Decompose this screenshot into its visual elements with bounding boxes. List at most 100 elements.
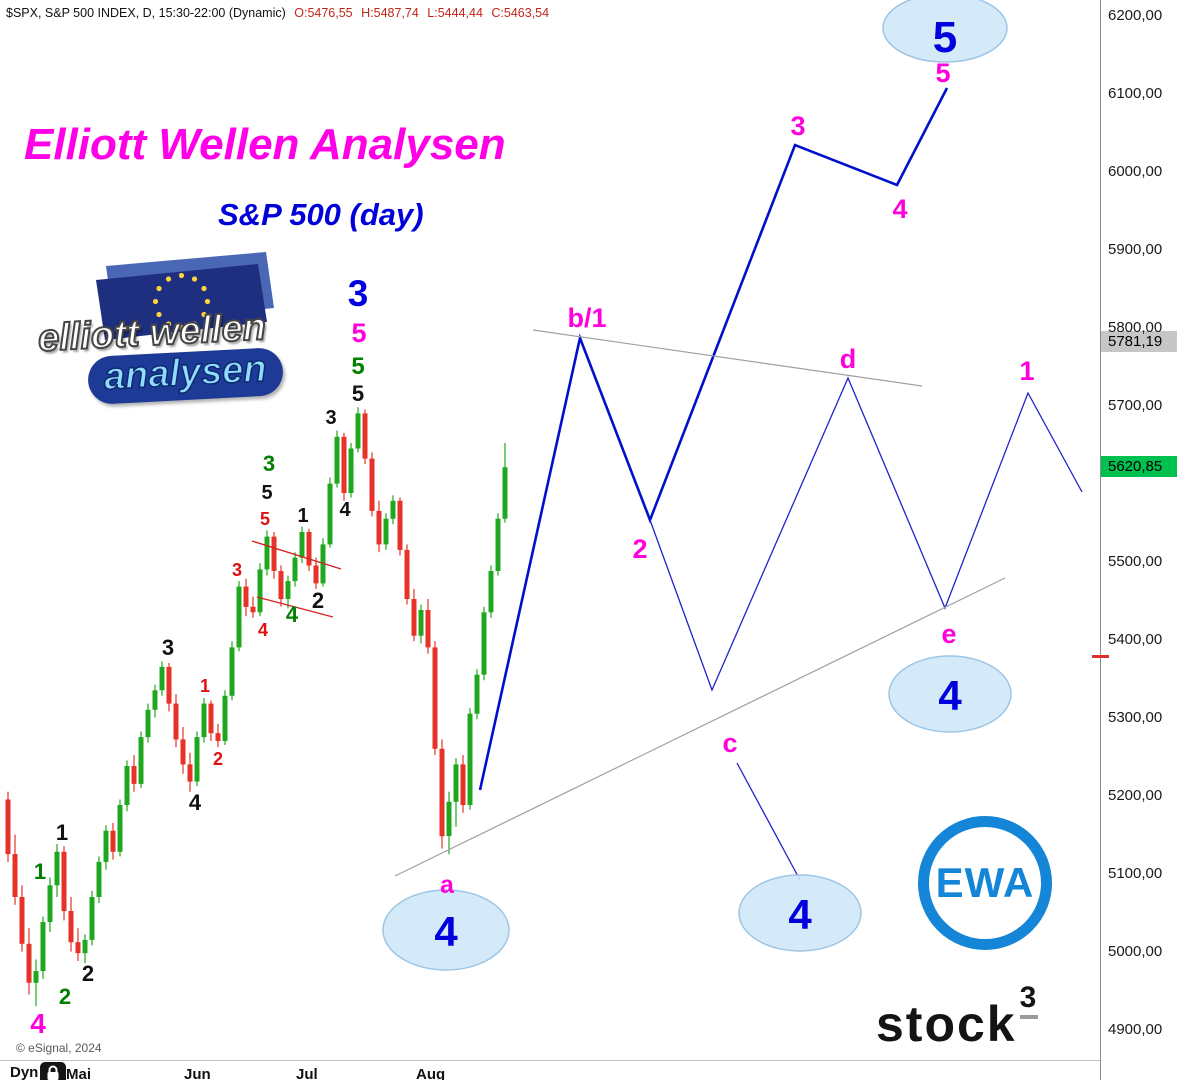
wave-label: 3 xyxy=(325,407,336,429)
candle-body xyxy=(341,436,347,493)
lock-glyph xyxy=(47,1065,59,1080)
candle-body xyxy=(453,764,459,802)
wave-target-label: 4 xyxy=(938,672,962,719)
dyn-scale-toggle[interactable]: Dyn xyxy=(10,1064,39,1080)
stock3-superscript: 3 xyxy=(1019,981,1039,1020)
price-marker-level: 5781,19 xyxy=(1101,331,1177,353)
red-channel-line-b xyxy=(256,596,334,618)
wave-label: 2 xyxy=(312,588,324,613)
candle-body xyxy=(278,571,284,600)
candle-body xyxy=(103,830,109,862)
wave-label: 1 xyxy=(34,859,46,884)
close-value: C:5463,54 xyxy=(491,6,550,20)
candle-body xyxy=(271,536,277,571)
candle-body xyxy=(446,801,452,837)
wave-label: 2 xyxy=(59,984,71,1009)
upper-gray-trendline xyxy=(532,329,923,387)
candle-body xyxy=(292,557,298,582)
wave-label: 1 xyxy=(200,676,210,696)
wave-label: 5 xyxy=(935,58,950,88)
candle-body xyxy=(159,666,165,691)
axis-red-mark xyxy=(1092,654,1109,658)
wave-label: 3 xyxy=(263,451,275,476)
candle-body xyxy=(187,764,193,782)
candle-body xyxy=(243,586,249,607)
candle-body xyxy=(229,647,235,696)
candle-body xyxy=(376,510,382,545)
candle-body xyxy=(61,851,67,912)
candle-body xyxy=(180,739,186,765)
candle-body xyxy=(40,922,46,972)
candle-body xyxy=(488,571,494,613)
wave-label: 5 xyxy=(261,482,272,504)
price-tick-label: 5400,00 xyxy=(1108,630,1163,648)
candle-body xyxy=(201,703,207,738)
price-axis[interactable]: 5781,19 5620,85 6200,00 6100,00 6000,00 590… xyxy=(1092,0,1177,1080)
wave-target-label: 4 xyxy=(434,908,458,955)
chart-subtitle: S&P 500 (day) xyxy=(218,197,424,232)
candle-body xyxy=(411,599,417,636)
candle-body xyxy=(5,799,11,855)
candle-body xyxy=(467,713,473,805)
time-axis-label: Jun xyxy=(184,1066,211,1080)
high-value: H:5487,74 xyxy=(361,6,419,20)
time-axis[interactable]: Mai Jun Jul Aug xyxy=(0,1060,1100,1080)
lock-icon[interactable] xyxy=(40,1062,66,1080)
candle-body xyxy=(460,764,466,805)
wave-target-ellipse xyxy=(882,0,1008,63)
time-axis-label: Jul xyxy=(296,1066,318,1080)
wave-label: b/1 xyxy=(567,303,606,333)
symbol-titlebar: $SPX, S&P 500 INDEX, D, 15:30-22:00 (Dyn… xyxy=(6,6,549,20)
wave-label: 4 xyxy=(30,1008,46,1039)
price-tick-label: 6200,00 xyxy=(1108,6,1163,24)
candle-body xyxy=(439,748,445,837)
candle-body xyxy=(327,483,333,545)
wave-label: 1 xyxy=(56,820,68,845)
projection-c-line xyxy=(736,762,801,881)
candle-body xyxy=(124,766,130,805)
wave-label: a xyxy=(440,871,455,899)
price-tick-label: 5000,00 xyxy=(1108,942,1163,960)
candle-body xyxy=(390,500,396,519)
stock3-logo: stock 3 xyxy=(876,981,1039,1053)
candle-body xyxy=(264,536,270,570)
candle-body xyxy=(138,737,144,784)
wave-label: 4 xyxy=(339,499,351,521)
price-tick-label: 6100,00 xyxy=(1108,84,1163,102)
symbol-title: $SPX, S&P 500 INDEX, D, 15:30-22:00 (Dyn… xyxy=(6,6,286,20)
page-title: Elliott Wellen Analysen xyxy=(24,120,506,169)
candle-body xyxy=(166,666,172,704)
candle-body xyxy=(19,897,25,944)
open-value: O:5476,55 xyxy=(294,6,353,20)
stock3-text: stock xyxy=(876,996,1017,1052)
candle-body xyxy=(173,703,179,740)
candle-body xyxy=(299,532,305,558)
candle-body xyxy=(68,911,74,943)
candle-body xyxy=(306,532,312,566)
time-axis-label: Aug xyxy=(416,1066,446,1080)
price-tick-label: 5100,00 xyxy=(1108,864,1163,882)
wave-label: 2 xyxy=(632,534,647,564)
candle-body xyxy=(432,647,438,749)
candle-body xyxy=(474,674,480,714)
price-tick-label: 5700,00 xyxy=(1108,396,1163,414)
wave-target-ellipse xyxy=(382,889,510,971)
candle-body xyxy=(131,766,137,784)
candle-body xyxy=(47,885,53,922)
candle-body xyxy=(369,458,375,511)
candle-body xyxy=(257,569,263,613)
price-tick-label: 5200,00 xyxy=(1108,786,1163,804)
projection-alt-line xyxy=(649,376,1083,692)
ewa-watermark-text: EWA xyxy=(935,859,1035,906)
candle-body xyxy=(481,612,487,675)
candle-body xyxy=(236,586,242,648)
candle-body xyxy=(82,939,88,954)
wave-label: 1 xyxy=(1019,356,1034,386)
candle-body xyxy=(383,518,389,545)
candle-body xyxy=(418,610,424,636)
candle-body xyxy=(33,971,39,983)
red-channel-line-a xyxy=(251,540,342,570)
ewa-logo: elliott wellen analysen xyxy=(36,250,336,420)
wave-label: 5 xyxy=(260,509,270,529)
